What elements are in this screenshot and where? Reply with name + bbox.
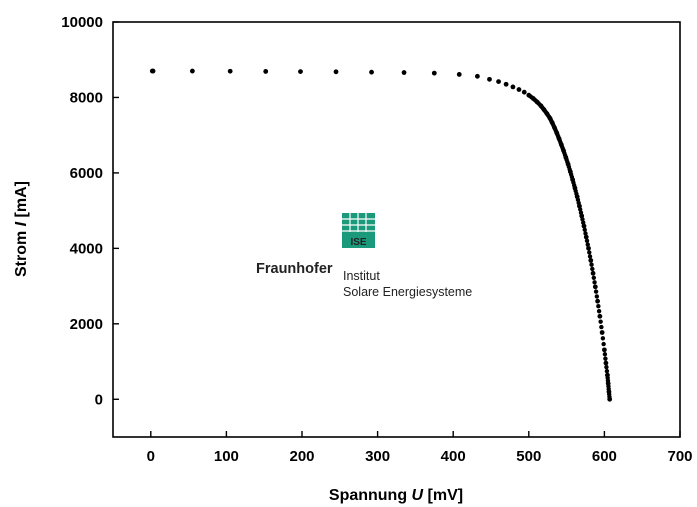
data-point-fill: [591, 275, 597, 280]
x-tick-label: 200: [289, 448, 314, 465]
data-point-fill: [587, 254, 593, 259]
data-point-fill: [601, 341, 606, 347]
ise-badge-label: ISE: [350, 237, 366, 248]
y-axis: 0 2000 4000 6000 8000 10000: [61, 14, 119, 408]
data-point: [487, 76, 492, 82]
data-point-fill: [580, 217, 585, 222]
data-point-fill: [556, 134, 561, 139]
data-point: [474, 73, 480, 79]
logo-line1: Institut: [343, 269, 380, 283]
data-point-fill: [592, 280, 597, 285]
x-tick-label: 0: [147, 448, 155, 465]
data-point-fill: [604, 364, 609, 370]
x-axis: 0 100 200 300 400 500 600 700: [147, 431, 693, 465]
data-point-fill: [553, 128, 559, 134]
data-point: [227, 68, 233, 74]
ise-badge-icon: ISE: [342, 213, 375, 248]
data-point: [599, 330, 605, 335]
y-tick-label: 0: [95, 391, 103, 408]
logo-line2: Solare Energiesysteme: [343, 285, 472, 299]
data-point-fill: [565, 159, 570, 165]
x-tick-label: 300: [365, 448, 390, 465]
data-point-fill: [607, 394, 612, 399]
data-point: [431, 70, 437, 76]
x-tick-label: 600: [592, 448, 617, 465]
data-point-fill: [583, 231, 588, 236]
data-point: [602, 347, 607, 353]
fraunhofer-ise-logo: ISE Fraunhofer Institut Solare Energiesy…: [256, 213, 472, 299]
data-point: [369, 69, 374, 75]
data-point: [592, 284, 598, 290]
data-point: [586, 245, 591, 251]
data-point-fill: [590, 266, 595, 272]
data-point-fill: [562, 152, 568, 158]
data-point-fill: [587, 250, 592, 255]
data-point-fill: [558, 140, 563, 145]
data-point-fill: [569, 174, 575, 180]
data-point-fill: [594, 294, 600, 299]
data-point-fill: [567, 167, 572, 172]
data-point: [503, 81, 509, 87]
data-point: [263, 69, 269, 74]
data-point: [516, 87, 522, 92]
data-point: [590, 270, 596, 276]
data-point: [597, 313, 603, 319]
data-point-fill: [551, 123, 556, 129]
data-point: [298, 69, 303, 75]
data-point-fill: [599, 324, 604, 330]
data-point: [588, 258, 594, 263]
y-tick-label: 10000: [61, 14, 103, 31]
data-point-fill: [596, 304, 601, 309]
data-point: [401, 70, 407, 75]
data-point-fill: [582, 227, 587, 232]
data-point: [583, 234, 589, 240]
x-tick-label: 400: [441, 448, 466, 465]
x-axis-title: Spannung U [mV]: [329, 487, 463, 504]
data-point-fill: [581, 220, 586, 225]
data-point-fill: [598, 319, 603, 324]
data-point-fill: [578, 210, 584, 215]
y-tick-label: 2000: [70, 316, 103, 333]
data-point: [603, 360, 609, 366]
data-point-fill: [584, 238, 590, 244]
x-tick-label: 100: [214, 448, 239, 465]
plot-frame: [112, 21, 681, 438]
y-axis-title: Strom I [mA]: [13, 181, 30, 277]
data-point-fill: [560, 146, 566, 151]
data-point: [581, 223, 587, 229]
data-point-fill: [585, 242, 590, 247]
data-series: [149, 68, 613, 402]
y-tick-label: 4000: [70, 240, 103, 257]
data-point-fill: [571, 183, 577, 188]
data-point: [496, 79, 501, 85]
data-point-fill: [600, 336, 606, 341]
data-point-fill: [606, 386, 611, 392]
data-point: [456, 72, 462, 77]
data-point-fill: [589, 262, 594, 267]
data-point-fill: [604, 368, 610, 374]
y-tick-label: 8000: [70, 89, 103, 106]
logo-name: Fraunhofer: [256, 261, 333, 277]
data-point: [189, 68, 195, 74]
x-tick-label: 500: [516, 448, 541, 465]
data-point: [595, 298, 600, 304]
data-point-fill: [576, 200, 581, 206]
data-point: [150, 68, 156, 74]
x-tick-label: 700: [667, 448, 692, 465]
data-point: [510, 84, 516, 90]
data-point: [521, 89, 527, 95]
data-point-fill: [602, 352, 608, 357]
y-tick-label: 6000: [70, 165, 103, 182]
data-point-fill: [574, 191, 579, 196]
data-point-fill: [605, 378, 611, 383]
data-point-fill: [603, 356, 608, 361]
data-point-fill: [593, 289, 599, 294]
plot-area: [112, 21, 681, 438]
data-point: [333, 69, 339, 75]
data-point-fill: [596, 309, 602, 314]
